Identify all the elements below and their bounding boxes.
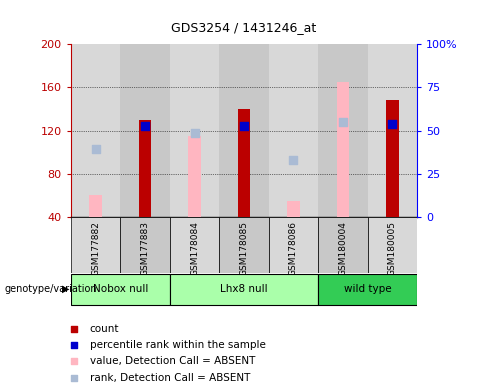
Bar <box>219 44 269 217</box>
Bar <box>89 195 102 217</box>
Point <box>141 123 149 129</box>
Text: rank, Detection Call = ABSENT: rank, Detection Call = ABSENT <box>90 373 250 383</box>
Text: count: count <box>90 324 120 334</box>
Point <box>191 130 199 136</box>
Bar <box>318 274 417 306</box>
Bar <box>71 44 120 217</box>
Text: GSM178084: GSM178084 <box>190 222 199 276</box>
Text: ▶: ▶ <box>62 284 70 294</box>
Text: GSM177882: GSM177882 <box>91 222 100 276</box>
Text: wild type: wild type <box>344 284 391 294</box>
Bar <box>71 217 120 273</box>
Bar <box>120 217 170 273</box>
Text: GSM180004: GSM180004 <box>339 222 347 276</box>
Point <box>388 121 396 127</box>
Bar <box>170 217 219 273</box>
Bar <box>318 44 368 217</box>
Bar <box>238 109 250 217</box>
Bar <box>386 100 399 217</box>
Bar <box>269 44 318 217</box>
Text: GSM180005: GSM180005 <box>388 222 397 276</box>
Point <box>289 157 297 163</box>
Bar <box>318 217 368 273</box>
Bar <box>368 217 417 273</box>
Bar <box>368 44 417 217</box>
Bar <box>170 274 318 306</box>
Text: GSM177883: GSM177883 <box>141 222 149 276</box>
Text: genotype/variation: genotype/variation <box>5 284 98 294</box>
Bar <box>71 274 170 306</box>
Point <box>272 311 280 317</box>
Bar <box>188 136 201 217</box>
Text: value, Detection Call = ABSENT: value, Detection Call = ABSENT <box>90 356 255 366</box>
Point <box>272 8 280 14</box>
Text: GSM178085: GSM178085 <box>240 222 248 276</box>
Bar <box>287 201 300 217</box>
Point <box>272 156 280 162</box>
Bar <box>219 217 269 273</box>
Text: GSM178086: GSM178086 <box>289 222 298 276</box>
Bar <box>337 82 349 217</box>
Bar <box>139 120 151 217</box>
Point <box>240 123 248 129</box>
Text: Lhx8 null: Lhx8 null <box>220 284 268 294</box>
Text: GDS3254 / 1431246_at: GDS3254 / 1431246_at <box>171 21 317 34</box>
Text: percentile rank within the sample: percentile rank within the sample <box>90 340 265 350</box>
Bar <box>120 44 170 217</box>
Bar <box>170 44 219 217</box>
Bar <box>269 217 318 273</box>
Point <box>339 119 347 125</box>
Point <box>92 146 100 152</box>
Text: Nobox null: Nobox null <box>93 284 148 294</box>
